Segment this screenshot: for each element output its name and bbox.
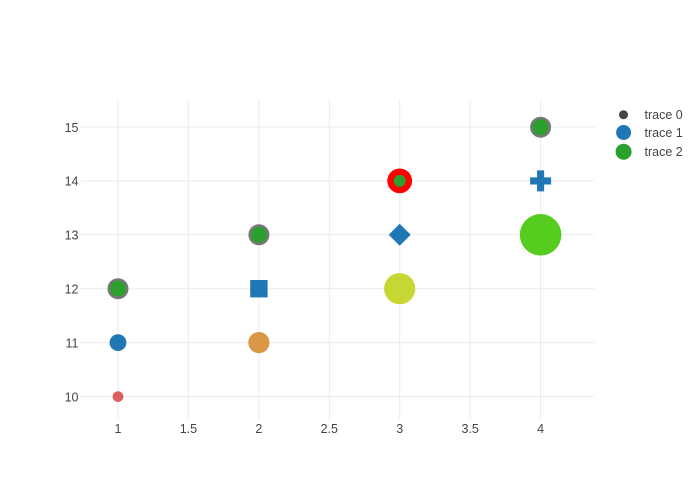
svg-text:1.5: 1.5	[180, 422, 197, 436]
svg-text:12: 12	[65, 283, 79, 297]
svg-text:4: 4	[537, 422, 544, 436]
svg-text:2.5: 2.5	[321, 422, 338, 436]
svg-text:15: 15	[65, 121, 79, 135]
svg-text:1: 1	[115, 422, 122, 436]
svg-text:14: 14	[65, 175, 79, 189]
svg-text:trace 0: trace 0	[645, 108, 683, 122]
svg-text:trace 2: trace 2	[645, 145, 683, 159]
svg-text:3.5: 3.5	[462, 422, 479, 436]
svg-text:13: 13	[65, 229, 79, 243]
svg-text:3: 3	[396, 422, 403, 436]
svg-text:10: 10	[65, 390, 79, 404]
svg-text:2: 2	[255, 422, 262, 436]
svg-text:trace 1: trace 1	[645, 126, 683, 140]
svg-text:11: 11	[66, 336, 79, 350]
